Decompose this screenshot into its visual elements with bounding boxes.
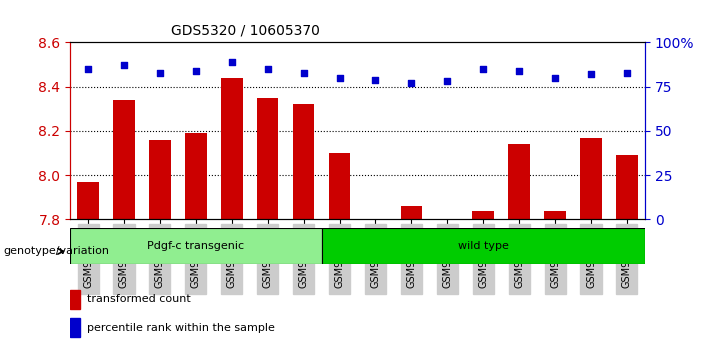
Point (83, 66, 94, 72)
Point (550, 75, 561, 81)
Bar (616, 155, 638, 219)
Bar (70, 290, 81, 309)
Bar (580, 138, 601, 219)
Point (442, 79, 453, 84)
Text: GDS5320 / 10605370: GDS5320 / 10605370 (171, 23, 320, 37)
Bar (437, 219, 458, 228)
Bar (70, 318, 81, 337)
Bar (365, 219, 386, 228)
Bar (221, 78, 243, 219)
Text: percentile rank within the sample: percentile rank within the sample (88, 323, 275, 333)
Bar (544, 211, 566, 219)
Bar (114, 100, 135, 219)
Point (370, 77, 381, 82)
Point (154, 70, 165, 75)
FancyBboxPatch shape (70, 228, 322, 264)
Point (226, 59, 238, 65)
Bar (508, 144, 530, 219)
Point (514, 68, 525, 74)
Bar (257, 98, 278, 219)
Point (190, 68, 201, 74)
Point (477, 66, 489, 72)
Point (334, 75, 345, 81)
Bar (149, 140, 171, 219)
Point (585, 72, 597, 77)
Point (262, 66, 273, 72)
Bar (77, 182, 99, 219)
Point (406, 80, 417, 86)
Point (118, 63, 130, 68)
Point (298, 70, 309, 75)
FancyBboxPatch shape (322, 228, 645, 264)
Point (621, 70, 632, 75)
Text: Pdgf-c transgenic: Pdgf-c transgenic (147, 241, 245, 251)
Text: genotype/variation: genotype/variation (4, 246, 109, 256)
Bar (293, 104, 314, 219)
Bar (185, 133, 207, 219)
Bar (329, 153, 350, 219)
Bar (401, 206, 422, 219)
Text: transformed count: transformed count (88, 294, 191, 304)
Text: wild type: wild type (458, 241, 509, 251)
Bar (472, 211, 494, 219)
